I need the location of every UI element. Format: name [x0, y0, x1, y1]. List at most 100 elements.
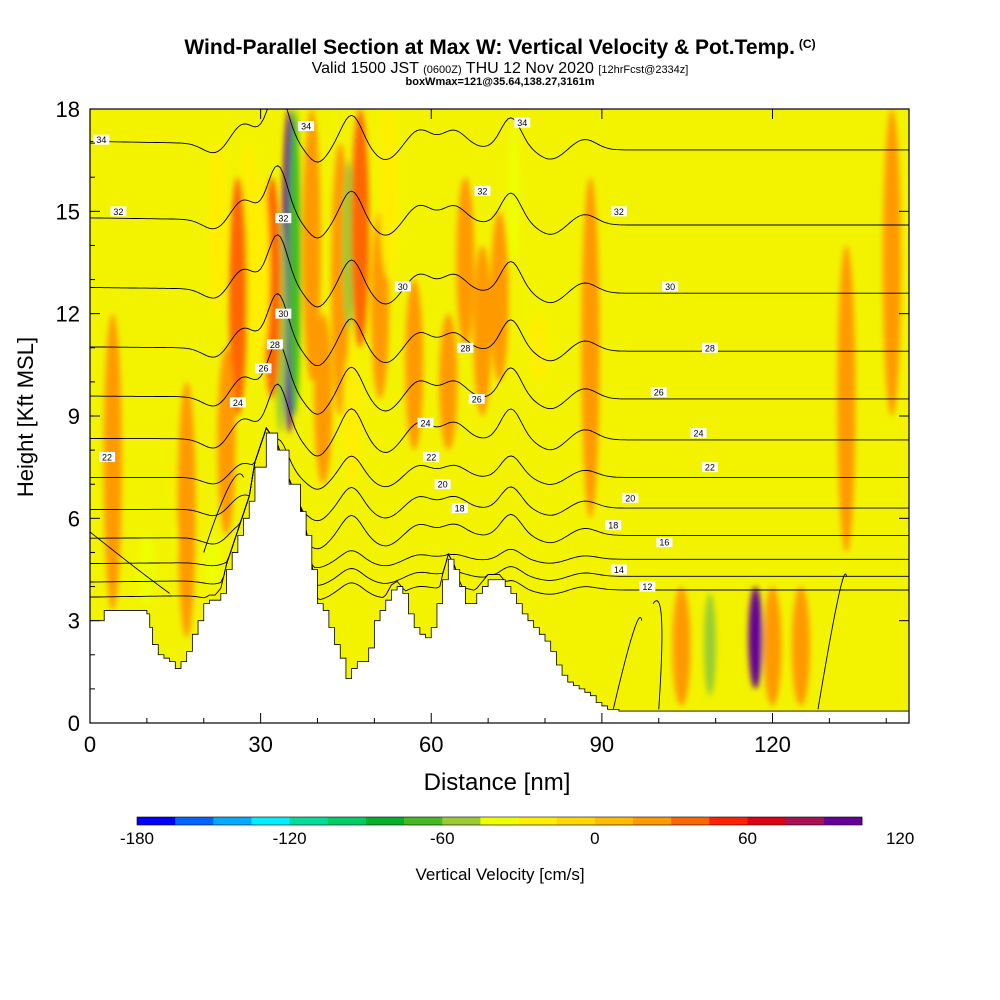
colorbar-segment [289, 817, 329, 825]
colorbar-segment [175, 817, 214, 825]
x-tick-label: 30 [248, 732, 272, 757]
colorbar-segment [327, 817, 367, 825]
contour-label-text: 24 [233, 398, 243, 408]
contour-label-text: 12 [642, 582, 652, 592]
contour-label-text: 20 [625, 493, 635, 503]
colorbar-segment [480, 817, 519, 825]
w-cell [456, 177, 475, 348]
contour-label-text: 32 [477, 186, 487, 196]
contour-label-text: 16 [659, 538, 669, 548]
w-cell [314, 313, 333, 485]
w-cell [137, 535, 156, 604]
contour-label-text: 26 [654, 388, 664, 398]
contour-label: 18 [605, 520, 622, 531]
w-cell [473, 245, 492, 416]
y-tick-label: 15 [56, 199, 80, 224]
contour-label-text: 18 [608, 521, 618, 531]
theta-contour [90, 426, 909, 550]
y-axis-label: Height [Kft MSL] [13, 337, 38, 497]
w-cell [581, 177, 600, 519]
potential-temperature-contours [90, 109, 909, 710]
contour-label: 22 [701, 462, 718, 473]
contour-label: 20 [622, 492, 639, 503]
colorbar-tick-label: -120 [273, 829, 307, 848]
contour-label: 18 [451, 503, 468, 514]
contour-label-text: 14 [614, 565, 624, 575]
contour-label-text: 32 [113, 207, 123, 217]
contour-label: 26 [255, 363, 272, 374]
theta-contour [90, 426, 909, 490]
w-cell [217, 347, 236, 536]
w-cell [405, 279, 424, 451]
contour-label: 30 [275, 308, 292, 319]
contour-label: 22 [423, 451, 440, 462]
theta-contour [652, 600, 663, 710]
chart-title: Wind-Parallel Section at Max W: Vertical… [0, 36, 1000, 60]
theta-contour [90, 234, 909, 308]
contour-label: 30 [394, 281, 411, 292]
valid-time: Valid 1500 JST (0600Z) THU 12 Nov 2020 [… [0, 60, 1000, 78]
w-cell [302, 109, 321, 382]
y-tick-label: 12 [56, 302, 80, 327]
w-cell [530, 313, 549, 382]
theta-contour [90, 292, 909, 367]
w-cell [379, 109, 398, 280]
colorbar-segment [594, 817, 634, 825]
colorbar-segment [213, 817, 252, 825]
valid-date: THU 12 Nov 2020 [465, 60, 594, 77]
contour-label-text: 22 [102, 452, 112, 462]
colorbar-tick-label: 0 [590, 829, 599, 848]
copyright-mark: (C) [798, 37, 816, 51]
theta-contour [203, 473, 244, 553]
contour-label: 22 [99, 451, 116, 462]
colorbar-tick-label: 60 [738, 829, 757, 848]
colorbar-segment [709, 817, 748, 825]
contour-label: 12 [639, 581, 656, 592]
x-tick-label: 120 [754, 732, 791, 757]
colorbar-label: Vertical Velocity [cm/s] [415, 865, 584, 884]
theta-contour [90, 109, 909, 163]
contour-label-text: 18 [455, 504, 465, 514]
contour-label: 28 [266, 339, 283, 350]
y-tick-label: 3 [68, 609, 80, 634]
valid-utc: (0600Z) [423, 64, 462, 76]
colorbar: -180 -120 -60 0 60 120 [120, 816, 914, 848]
w-cell [208, 143, 227, 314]
contour-label: 32 [610, 206, 627, 217]
contour-label: 24 [690, 428, 707, 439]
contour-label: 34 [93, 134, 110, 145]
contour-label-text: 32 [614, 207, 624, 217]
contour-label-text: 20 [438, 480, 448, 490]
contour-label-text: 34 [517, 118, 527, 128]
terrain [90, 432, 909, 723]
contour-label-text: 22 [426, 452, 436, 462]
w-cell [882, 109, 901, 416]
contour-label-text: 26 [472, 394, 482, 404]
colorbar-tick-label: 120 [886, 829, 914, 848]
w-cell [351, 109, 370, 348]
contour-label: 24 [417, 417, 434, 428]
contour-label: 26 [650, 387, 667, 398]
x-tick-label: 60 [419, 732, 443, 757]
colorbar-tick-label: -60 [430, 829, 455, 848]
theta-contour [90, 341, 909, 415]
theta-contour [90, 531, 170, 594]
box-wmax-info: boxWmax=121@35.64,138.27,3161m [405, 76, 595, 88]
contour-label: 20 [434, 479, 451, 490]
w-cell [103, 313, 122, 611]
colorbar-segment [137, 817, 176, 825]
axes: 0 30 60 90 120 0 3 6 9 12 15 18 [56, 97, 909, 757]
contour-label-text: 34 [96, 135, 106, 145]
w-cell [203, 535, 222, 587]
w-cell [703, 593, 716, 696]
contour-label: 34 [298, 121, 315, 132]
contour-label-text: 28 [460, 343, 470, 353]
colorbar-segment [404, 817, 443, 825]
contour-label-text: 34 [301, 122, 311, 132]
contour-label: 28 [701, 342, 718, 353]
contour-label-text: 30 [665, 282, 675, 292]
plot-area: 12 14 16 18 20 22 24 26 28 30 32 34 20 22 24 26 28 30 32 18… [90, 109, 909, 723]
w-cell [490, 211, 509, 382]
y-tick-label: 6 [68, 506, 80, 531]
contour-label-text: 30 [278, 309, 288, 319]
